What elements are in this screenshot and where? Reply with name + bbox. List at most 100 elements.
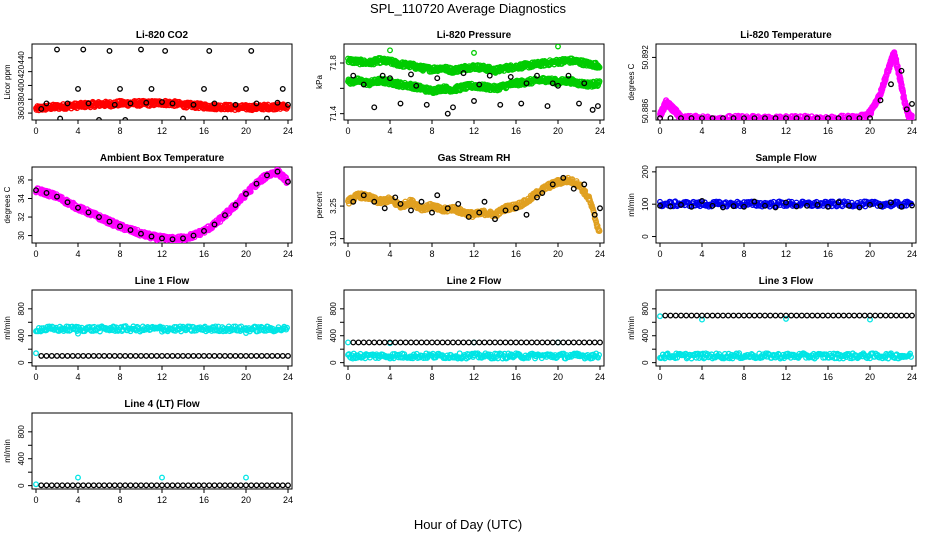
series-2-point <box>804 115 810 120</box>
series-3-point <box>486 72 493 79</box>
series-1-point <box>902 98 909 105</box>
series-1-point <box>834 350 841 357</box>
series-2-point <box>772 204 779 211</box>
series-3-point <box>788 312 795 319</box>
y-tick-label: 800 <box>17 302 26 316</box>
series-3-point <box>576 339 582 346</box>
series-3-point <box>122 352 129 359</box>
series-3-point <box>190 352 197 359</box>
series-2-point <box>232 482 239 489</box>
series-3-point <box>523 80 530 87</box>
series-3-point <box>413 82 420 89</box>
y-tick-label: 400 <box>17 452 26 466</box>
series-2-point <box>709 202 716 209</box>
series-2-point <box>164 482 171 489</box>
series-3-point <box>777 312 784 319</box>
y-axis-label: Licor ppm <box>3 64 12 99</box>
series-3-point <box>201 352 207 359</box>
chart-title: Li-820 Pressure <box>437 30 512 41</box>
series-2-point <box>190 482 197 489</box>
x-tick-label: 20 <box>241 126 251 136</box>
plot-area <box>657 198 915 211</box>
series-2-point <box>667 115 674 120</box>
series-2-point <box>279 482 286 489</box>
series-2-point <box>138 46 144 53</box>
series-2-point <box>222 212 228 219</box>
series-1-point <box>284 104 291 111</box>
series-3-point <box>38 352 45 359</box>
series-2-point <box>106 47 113 54</box>
x-tick-label: 12 <box>157 372 167 382</box>
series-2-point <box>783 315 789 322</box>
series-3-point <box>174 352 181 359</box>
figure-x-axis-label: Hour of Day (UTC) <box>413 517 523 532</box>
series-2-point <box>33 187 39 194</box>
series-3-point <box>523 339 530 346</box>
series-2-point <box>243 330 249 336</box>
series-2-point <box>211 100 218 107</box>
series-1-point <box>908 353 914 360</box>
series-3-point <box>772 312 779 319</box>
series-3-point <box>195 352 202 359</box>
series-2-point <box>877 203 884 210</box>
series-2-point <box>54 46 60 53</box>
series-3-point <box>371 104 378 111</box>
series-2-point <box>269 482 276 489</box>
series-2-point <box>75 204 81 211</box>
series-2-point <box>597 205 603 212</box>
series-3-point <box>846 312 852 319</box>
series-2-point <box>688 115 695 120</box>
series-3-point <box>360 339 367 346</box>
series-1-point <box>33 481 39 488</box>
y-tick-label: 0 <box>329 360 338 365</box>
series-2-point <box>835 199 842 206</box>
series-2-point <box>903 106 910 113</box>
series-3-point <box>169 352 176 359</box>
series-3-point <box>153 352 160 359</box>
series-2-point <box>418 198 425 205</box>
x-tick-label: 4 <box>75 372 80 382</box>
series-2-point <box>248 47 255 54</box>
plot-frame <box>655 43 917 121</box>
series-3-point <box>730 312 737 319</box>
chart-title: Li-820 Temperature <box>740 30 832 41</box>
series-3-point <box>269 352 276 359</box>
series-3-point <box>581 339 588 346</box>
chart-title: Line 2 Flow <box>447 276 502 287</box>
series-2-point <box>846 202 852 209</box>
series-2-point <box>153 482 160 489</box>
series-2-point <box>132 482 139 489</box>
plot-frame <box>31 412 293 490</box>
series-3-point <box>502 339 509 346</box>
series-1-point <box>595 354 602 361</box>
x-tick-label: 8 <box>117 495 122 505</box>
series-2-point <box>85 100 92 107</box>
series-3-point <box>476 339 483 346</box>
series-2-point <box>96 482 102 489</box>
series-3-point <box>397 100 404 107</box>
series-2-point <box>408 207 414 214</box>
series-2-point <box>476 209 483 216</box>
y-tick-label: 400 <box>17 78 26 92</box>
series-3-point <box>825 312 831 319</box>
series-2-point <box>80 46 87 53</box>
series-3-point <box>418 339 425 346</box>
x-tick-label: 12 <box>781 372 791 382</box>
y-tick-label: 36 <box>17 175 26 184</box>
series-2-point <box>38 482 45 489</box>
series-2-point <box>657 115 663 120</box>
series-2-point <box>699 115 705 120</box>
series-3-point <box>767 312 774 319</box>
y-tick-label: 800 <box>329 302 338 316</box>
series-2-point <box>570 185 577 192</box>
y-axis-label: ml/min <box>3 316 12 340</box>
series-2-point <box>258 482 265 489</box>
series-2-point <box>429 209 435 216</box>
series-2-point <box>48 482 55 489</box>
series-3-point <box>211 352 218 359</box>
